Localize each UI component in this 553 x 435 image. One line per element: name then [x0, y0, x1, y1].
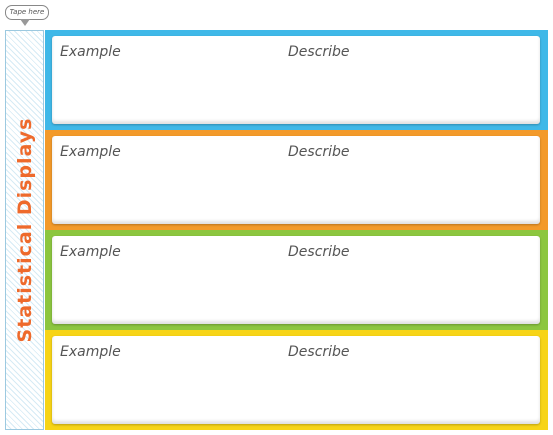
describe-label: Describe	[288, 144, 350, 160]
example-label: Example	[60, 344, 121, 360]
panel-box: Example Describe	[52, 36, 540, 124]
panel: Example Describe	[45, 230, 548, 330]
example-label: Example	[60, 144, 121, 160]
tape-strip	[5, 30, 44, 430]
describe-label: Describe	[288, 344, 350, 360]
tape-label: Tape here	[5, 5, 49, 20]
panel-box: Example Describe	[52, 236, 540, 324]
panel-box: Example Describe	[52, 136, 540, 224]
example-label: Example	[60, 244, 121, 260]
panel-box: Example Describe	[52, 336, 540, 424]
panel: Example Describe	[45, 130, 548, 230]
panel: Example Describe	[45, 30, 548, 130]
describe-label: Describe	[288, 44, 350, 60]
title: Statistical Displays	[14, 117, 36, 343]
example-label: Example	[60, 44, 121, 60]
describe-label: Describe	[288, 244, 350, 260]
tape-arrow	[20, 19, 30, 26]
panel: Example Describe	[45, 330, 548, 430]
